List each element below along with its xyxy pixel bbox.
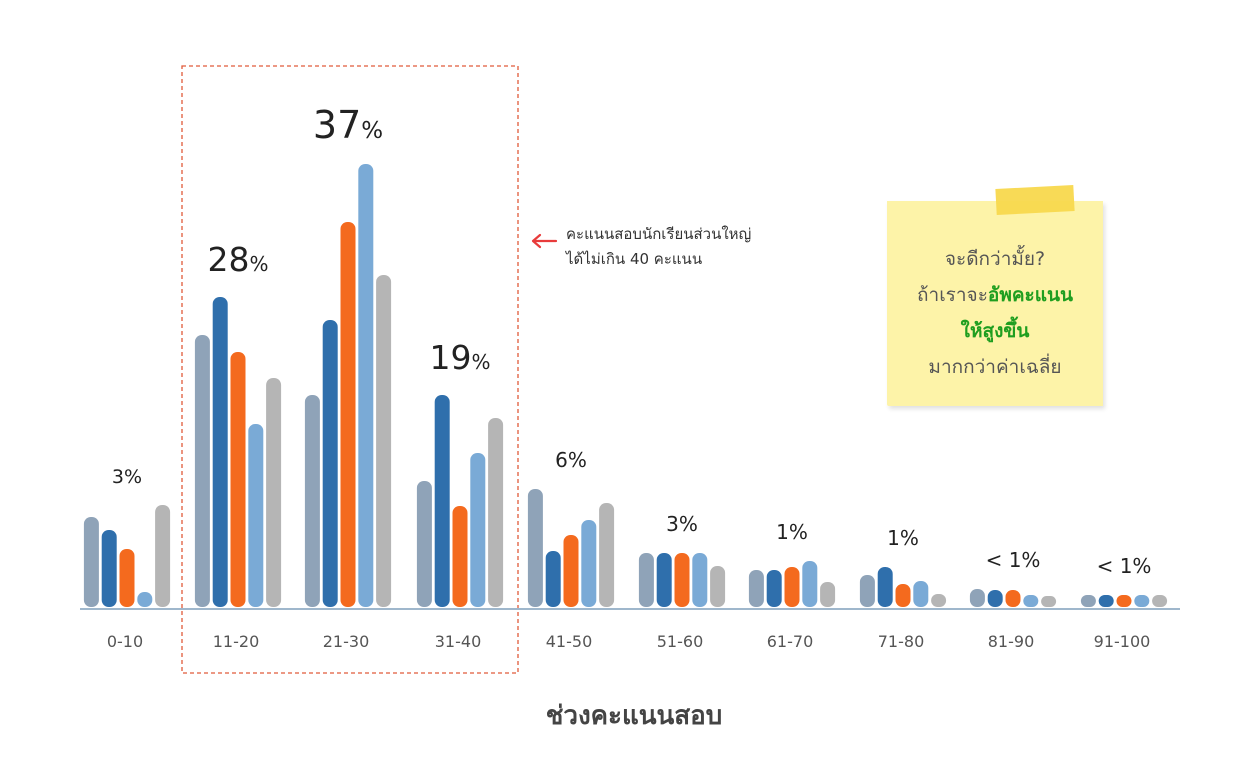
bar-61-70-s3 [784,567,800,607]
x-tick-41-50: 41-50 [546,632,593,651]
group-label-71-80: 1% [887,526,919,550]
group-label-11-20: 28% [207,240,268,279]
bar-41-50-s2 [545,551,561,607]
group-label-41-50: 6% [555,448,587,472]
group-label-0-10: 3% [112,466,142,488]
bar-91-100-s3 [1116,595,1132,607]
group-label-61-70: 1% [776,520,808,544]
bar-0-10-s3 [119,549,135,607]
bar-61-70-s1 [748,570,764,607]
group-label-21-30: 37% [313,103,383,147]
bar-91-100-s4 [1134,595,1150,607]
bar-21-30-s1 [304,395,320,607]
bar-0-10-s5 [155,505,171,607]
x-tick-51-60: 51-60 [657,632,704,651]
bar-41-50-s5 [599,503,615,607]
bar-41-50-s4 [581,520,597,607]
bar-41-50-s3 [563,535,579,607]
bar-11-20-s5 [266,378,282,607]
bar-61-70-s2 [766,570,782,607]
sticky-line2-highlight: อัพคะแนน [987,284,1073,306]
bar-31-40-s2 [434,395,450,607]
group-label-51-60: 3% [666,512,698,536]
sticky-line1: จะดีกว่ามั้ย? [944,248,1046,270]
highlight-box [181,65,519,674]
bar-71-80-s3 [895,584,911,607]
bar-41-50-s1 [527,489,543,607]
bar-51-60-s3 [674,553,690,607]
bar-61-70-s5 [820,582,836,607]
x-axis-title: ช่วงคะแนนสอบ [546,701,723,731]
sticky-tape [995,184,1075,216]
bar-71-80-s1 [859,575,875,607]
bar-71-80-s2 [877,567,893,607]
group-label-31-40: 19% [429,338,490,377]
left-arrow-icon [531,233,558,249]
bar-91-100-s5 [1152,595,1168,607]
bar-51-60-s2 [656,553,672,607]
bar-71-80-s4 [913,581,929,607]
bar-21-30-s2 [322,320,338,607]
sticky-line3: ให้สูงขึ้น [960,320,1030,342]
bar-21-30-s4 [358,164,374,607]
x-tick-21-30: 21-30 [323,632,370,651]
bar-71-80-s5 [931,594,947,607]
bar-31-40-s1 [416,481,432,607]
bar-11-20-s4 [248,424,264,607]
bar-91-100-s2 [1098,595,1114,607]
x-tick-11-20: 11-20 [213,632,260,651]
annotation-line2: ได้ไม่เกิน 40 คะแนน [565,250,702,268]
bar-81-90-s3 [1005,590,1021,607]
x-tick-31-40: 31-40 [435,632,482,651]
bar-91-100-s1 [1080,595,1096,607]
group-label-91-100: < 1% [1097,554,1152,578]
bar-0-10-s1 [83,517,99,607]
bar-81-90-s1 [969,589,985,607]
bar-51-60-s5 [710,566,726,607]
bar-31-40-s5 [488,418,504,607]
bar-11-20-s3 [230,352,246,607]
bar-21-30-s3 [340,222,356,607]
sticky-line4: มากกว่าค่าเฉลี่ย [928,356,1062,378]
bar-21-30-s5 [376,275,392,607]
x-tick-81-90: 81-90 [988,632,1035,651]
bar-31-40-s3 [452,506,468,607]
sticky-note: จะดีกว่ามั้ย? ถ้าเราจะอัพคะแนน ให้สูงขึ้… [887,201,1103,406]
bar-0-10-s2 [101,530,117,607]
bar-61-70-s4 [802,561,818,607]
bar-51-60-s1 [638,553,654,607]
x-tick-71-80: 71-80 [878,632,925,651]
x-tick-91-100: 91-100 [1094,632,1151,651]
bar-0-10-s4 [137,592,153,607]
bar-11-20-s1 [194,335,210,607]
sticky-line2-prefix: ถ้าเราจะ [917,284,988,306]
x-tick-61-70: 61-70 [767,632,814,651]
bar-81-90-s5 [1041,596,1057,607]
bar-51-60-s4 [692,553,708,607]
bar-81-90-s2 [987,590,1003,607]
bar-81-90-s4 [1023,595,1039,607]
bar-11-20-s2 [212,297,228,607]
x-tick-0-10: 0-10 [107,632,143,651]
bar-31-40-s4 [470,453,486,607]
group-label-81-90: < 1% [986,548,1041,572]
annotation-line1: คะแนนสอบนักเรียนส่วนใหญ่ [566,225,751,243]
sticky-line2: ถ้าเราจะอัพคะแนน [887,277,1103,313]
